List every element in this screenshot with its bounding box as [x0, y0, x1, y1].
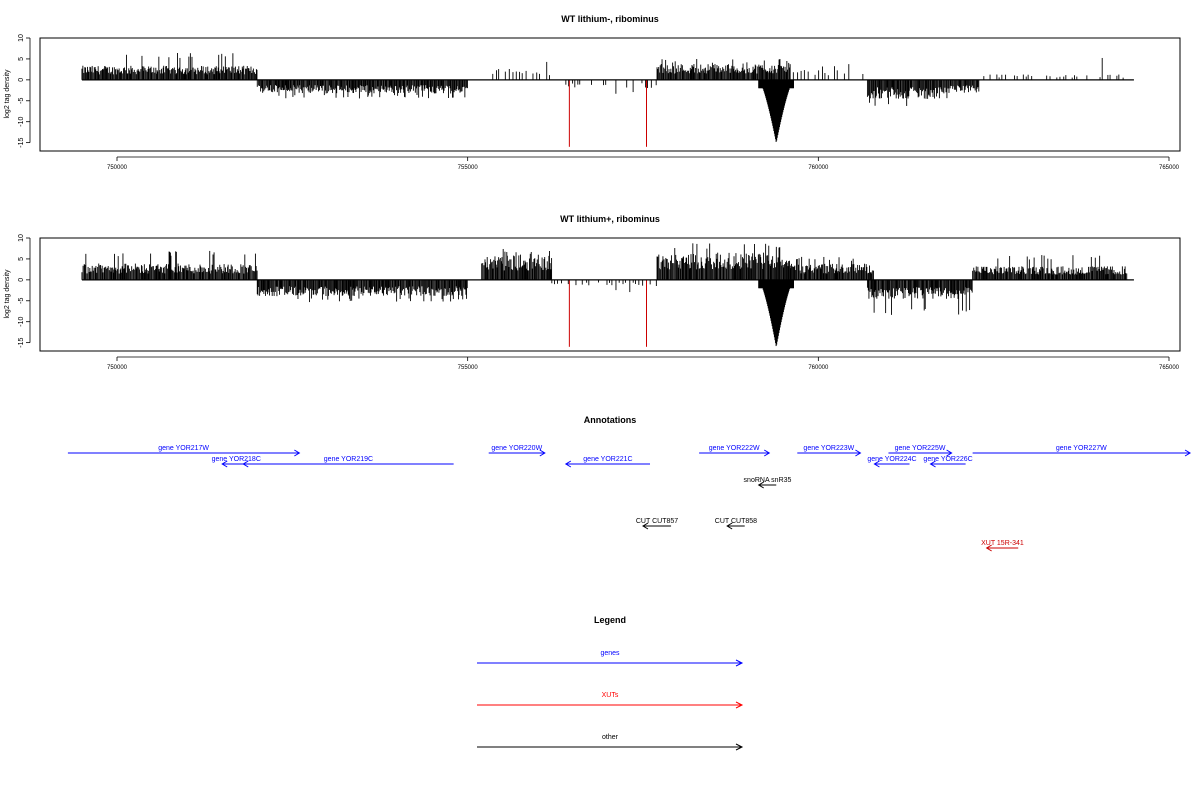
gene-feature-label: gene YOR226C — [923, 456, 972, 463]
gene-feature: gene YOR225W — [888, 445, 953, 457]
gene-feature: gene YOR221C — [564, 456, 651, 468]
other-feature-arrowhead — [642, 522, 649, 530]
gene-feature-arrowhead — [763, 449, 771, 457]
gene-feature-label: gene YOR217W — [158, 445, 209, 452]
gene-feature-label: gene YOR227W — [1056, 445, 1107, 452]
other-feature: snoRNA snR35 — [744, 477, 792, 489]
xut-feature: XUT 15R-341 — [981, 540, 1024, 552]
y-tick-label: -5 — [18, 298, 25, 304]
gene-feature: gene YOR223W — [797, 445, 862, 457]
y-tick-label: 0 — [18, 78, 25, 82]
gene-feature: gene YOR217W — [67, 445, 301, 457]
legend-label: XUTs — [602, 692, 619, 699]
gene-feature-arrowhead — [539, 449, 546, 457]
gene-feature-arrowhead — [1184, 449, 1192, 457]
y-tick-label: -10 — [18, 117, 25, 127]
gene-feature: gene YOR224C — [867, 456, 917, 468]
legend-arrowhead — [735, 701, 744, 709]
gene-feature-arrowhead — [242, 460, 249, 468]
x-tick-label: 765000 — [1159, 165, 1180, 171]
other-feature-label: CUT CUT858 — [715, 518, 757, 525]
legend-title: Legend — [594, 615, 626, 625]
plot-frame — [39, 37, 1181, 152]
gene-feature-label: gene YOR219C — [324, 456, 373, 463]
other-feature-label: snoRNA snR35 — [744, 477, 792, 484]
y-axis: 10 5 0 -5 -10 -15 — [18, 34, 31, 148]
xut-feature-arrowhead — [985, 544, 992, 552]
gene-feature-arrowhead — [929, 460, 936, 468]
gene-feature-arrowhead — [294, 449, 301, 457]
y-axis-label: log2 tag density — [4, 69, 11, 119]
gene-feature: gene YOR226C — [923, 456, 973, 468]
panel-title: WT lithium-, ribominus — [561, 14, 659, 24]
gene-feature-arrowhead — [855, 449, 862, 457]
gene-feature-label: gene YOR220W — [491, 445, 542, 452]
legend-arrowhead — [735, 743, 744, 751]
y-tick-label: 10 — [18, 234, 25, 242]
y-tick-label: -15 — [18, 337, 25, 347]
x-axis: 750000 755000 760000 765000 — [107, 356, 1180, 371]
other-feature-arrowhead — [726, 522, 733, 530]
x-tick-label: 755000 — [458, 365, 479, 371]
gene-feature: gene YOR222W — [699, 445, 771, 457]
gene-feature-label: gene YOR224C — [867, 456, 916, 463]
annotations-title: Annotations — [584, 415, 637, 425]
gene-feature: gene YOR218C — [212, 456, 261, 468]
other-feature: CUT CUT858 — [715, 518, 757, 530]
density-bars — [81, 243, 1128, 347]
x-tick-label: 760000 — [808, 365, 829, 371]
density-bars — [81, 53, 1124, 147]
y-tick-label: 10 — [18, 34, 25, 42]
panel-title: WT lithium+, ribominus — [560, 214, 660, 224]
legend-label: other — [602, 734, 619, 741]
y-tick-label: 0 — [18, 278, 25, 282]
y-tick-label: 5 — [18, 257, 25, 261]
legend: Legend genes XUTs other — [477, 615, 744, 751]
gene-feature-label: gene YOR222W — [709, 445, 760, 452]
y-tick-label: -5 — [18, 98, 25, 104]
x-tick-label: 760000 — [808, 165, 829, 171]
plot-frame — [39, 237, 1181, 352]
y-axis-label: log2 tag density — [4, 269, 11, 319]
gene-feature: gene YOR220W — [488, 445, 546, 457]
legend-items: genes XUTs other — [477, 650, 744, 751]
y-tick-label: -15 — [18, 137, 25, 147]
gene-feature-label: gene YOR223W — [803, 445, 854, 452]
other-feature-label: CUT CUT857 — [636, 518, 678, 525]
y-axis: 10 5 0 -5 -10 -15 — [18, 234, 31, 348]
gene-feature-arrowhead — [873, 460, 880, 468]
x-axis: 750000 755000 760000 765000 — [107, 156, 1180, 171]
other-feature: CUT CUT857 — [636, 518, 678, 530]
panel-wt-lithium-minus: WT lithium-, ribominus log2 tag density … — [4, 14, 1181, 171]
y-tick-label: 5 — [18, 57, 25, 61]
gene-feature-arrowhead — [946, 449, 953, 457]
xut-feature-label: XUT 15R-341 — [981, 540, 1024, 547]
legend-item: genes — [477, 650, 744, 667]
gene-feature: gene YOR219C — [242, 456, 454, 468]
gene-feature-label: gene YOR218C — [212, 456, 261, 463]
gene-feature-arrowhead — [221, 460, 228, 468]
gene-feature: gene YOR227W — [972, 445, 1192, 457]
x-tick-label: 765000 — [1159, 365, 1180, 371]
legend-arrowhead — [735, 659, 744, 667]
gene-feature-label: gene YOR225W — [895, 445, 946, 452]
x-tick-label: 755000 — [458, 165, 479, 171]
y-tick-label: -10 — [18, 317, 25, 327]
gene-feature-label: gene YOR221C — [583, 456, 632, 463]
x-tick-label: 750000 — [107, 165, 128, 171]
legend-item: XUTs — [477, 692, 744, 709]
gene-feature-arrowhead — [564, 460, 572, 468]
legend-item: other — [477, 734, 744, 751]
panel-wt-lithium-plus: WT lithium+, ribominus log2 tag density … — [4, 214, 1181, 371]
x-tick-label: 750000 — [107, 365, 128, 371]
other-feature-arrowhead — [757, 481, 764, 489]
legend-label: genes — [600, 650, 620, 657]
